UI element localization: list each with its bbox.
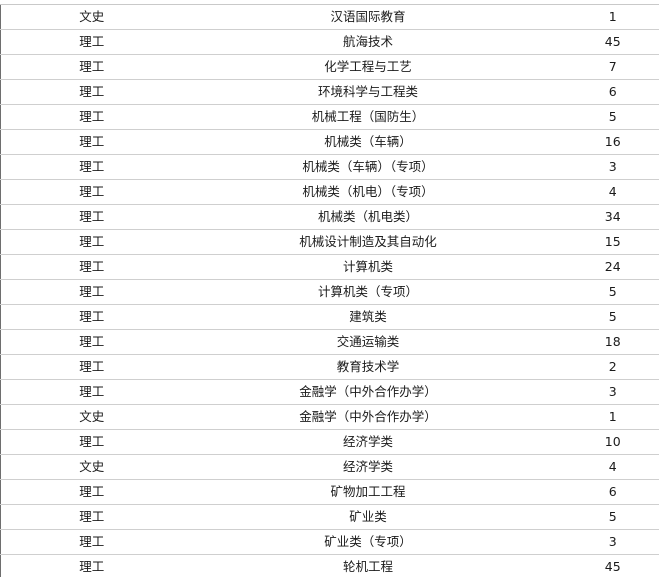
table-cell-count: 3 xyxy=(553,379,659,405)
table-row: 理工 机械类（车辆） 16 xyxy=(0,129,659,155)
table-cell-count: 5 xyxy=(553,104,659,130)
table-cell-category: 理工 xyxy=(0,554,183,577)
table-row: 理工 矿业类 5 xyxy=(0,504,659,530)
table-cell-category: 文史 xyxy=(0,404,183,430)
table-row: 理工 机械设计制造及其自动化 15 xyxy=(0,229,659,255)
table-row: 理工 矿业类（专项） 3 xyxy=(0,529,659,555)
table-cell-category: 理工 xyxy=(0,104,183,130)
table-cell-count: 15 xyxy=(553,229,659,255)
table-cell-category: 理工 xyxy=(0,129,183,155)
table-cell-major: 计算机类（专项） xyxy=(182,279,554,305)
table-row: 文史 汉语国际教育 1 xyxy=(0,4,659,30)
table-row: 理工 化学工程与工艺 7 xyxy=(0,54,659,80)
table-cell-major: 机械类（车辆） xyxy=(182,129,554,155)
table-cell-count: 4 xyxy=(553,454,659,480)
table-cell-category: 理工 xyxy=(0,279,183,305)
table-cell-category: 理工 xyxy=(0,504,183,530)
table-row: 理工 经济学类 10 xyxy=(0,429,659,455)
table-cell-count: 45 xyxy=(553,29,659,55)
table-cell-category: 理工 xyxy=(0,54,183,80)
table-cell-category: 理工 xyxy=(0,79,183,105)
table-cell-category: 理工 xyxy=(0,254,183,280)
table-cell-count: 5 xyxy=(553,304,659,330)
table-cell-major: 经济学类 xyxy=(182,454,554,480)
table-cell-category: 理工 xyxy=(0,479,183,505)
table-cell-count: 6 xyxy=(553,79,659,105)
table-cell-count: 3 xyxy=(553,529,659,555)
table-cell-major: 建筑类 xyxy=(182,304,554,330)
table-cell-major: 机械类（车辆）（专项） xyxy=(182,154,554,180)
table-row: 理工 计算机类 24 xyxy=(0,254,659,280)
table-cell-major: 计算机类 xyxy=(182,254,554,280)
table-cell-category: 理工 xyxy=(0,154,183,180)
table-cell-major: 教育技术学 xyxy=(182,354,554,380)
table-row: 理工 机械类（机电）（专项） 4 xyxy=(0,179,659,205)
table-cell-category: 理工 xyxy=(0,229,183,255)
table-row: 文史 金融学（中外合作办学） 1 xyxy=(0,404,659,430)
enrollment-table-body: 文史 汉语国际教育 1 理工 航海技术 45 理工 化学工程与工艺 7 理工 环境科学与工程类 6 理工… xyxy=(0,4,659,577)
table-cell-count: 24 xyxy=(553,254,659,280)
table-cell-count: 1 xyxy=(553,404,659,430)
table-cell-category: 理工 xyxy=(0,29,183,55)
table-cell-count: 16 xyxy=(553,129,659,155)
table-cell-count: 45 xyxy=(553,554,659,577)
table-cell-major: 矿物加工工程 xyxy=(182,479,554,505)
table-cell-category: 理工 xyxy=(0,429,183,455)
table-cell-category: 理工 xyxy=(0,204,183,230)
table-cell-major: 金融学（中外合作办学） xyxy=(182,404,554,430)
table-row: 理工 航海技术 45 xyxy=(0,29,659,55)
enrollment-plan-table: 文史 汉语国际教育 1 理工 航海技术 45 理工 化学工程与工艺 7 理工 环境科学与工程类 6 理工… xyxy=(0,4,659,577)
table-row: 理工 建筑类 5 xyxy=(0,304,659,330)
table-cell-count: 34 xyxy=(553,204,659,230)
table-row: 理工 金融学（中外合作办学） 3 xyxy=(0,379,659,405)
table-row: 理工 机械工程（国防生） 5 xyxy=(0,104,659,130)
table-cell-count: 5 xyxy=(553,504,659,530)
table-cell-count: 2 xyxy=(553,354,659,380)
table-row: 理工 环境科学与工程类 6 xyxy=(0,79,659,105)
table-row: 理工 矿物加工工程 6 xyxy=(0,479,659,505)
table-row: 理工 教育技术学 2 xyxy=(0,354,659,380)
table-cell-major: 机械工程（国防生） xyxy=(182,104,554,130)
table-cell-count: 1 xyxy=(553,4,659,30)
table-cell-category: 理工 xyxy=(0,529,183,555)
table-cell-count: 3 xyxy=(553,154,659,180)
table-row: 理工 轮机工程 45 xyxy=(0,554,659,577)
table-cell-major: 经济学类 xyxy=(182,429,554,455)
table-row: 理工 计算机类（专项） 5 xyxy=(0,279,659,305)
table-cell-category: 理工 xyxy=(0,304,183,330)
table-cell-category: 理工 xyxy=(0,179,183,205)
table-cell-count: 7 xyxy=(553,54,659,80)
table-cell-count: 6 xyxy=(553,479,659,505)
table-cell-major: 机械设计制造及其自动化 xyxy=(182,229,554,255)
table-cell-major: 金融学（中外合作办学） xyxy=(182,379,554,405)
table-cell-count: 5 xyxy=(553,279,659,305)
table-cell-major: 汉语国际教育 xyxy=(182,4,554,30)
table-cell-major: 交通运输类 xyxy=(182,329,554,355)
table-cell-count: 4 xyxy=(553,179,659,205)
table-cell-category: 文史 xyxy=(0,4,183,30)
table-cell-count: 18 xyxy=(553,329,659,355)
table-row: 理工 机械类（车辆）（专项） 3 xyxy=(0,154,659,180)
table-cell-count: 10 xyxy=(553,429,659,455)
table-row: 文史 经济学类 4 xyxy=(0,454,659,480)
table-cell-major: 矿业类 xyxy=(182,504,554,530)
table-cell-major: 轮机工程 xyxy=(182,554,554,577)
table-row: 理工 机械类（机电类） 34 xyxy=(0,204,659,230)
table-row: 理工 交通运输类 18 xyxy=(0,329,659,355)
table-cell-major: 环境科学与工程类 xyxy=(182,79,554,105)
table-cell-category: 理工 xyxy=(0,329,183,355)
table-cell-major: 机械类（机电）（专项） xyxy=(182,179,554,205)
table-cell-major: 机械类（机电类） xyxy=(182,204,554,230)
table-cell-category: 理工 xyxy=(0,354,183,380)
table-cell-category: 理工 xyxy=(0,379,183,405)
table-cell-major: 化学工程与工艺 xyxy=(182,54,554,80)
table-cell-major: 矿业类（专项） xyxy=(182,529,554,555)
table-cell-category: 文史 xyxy=(0,454,183,480)
table-cell-major: 航海技术 xyxy=(182,29,554,55)
